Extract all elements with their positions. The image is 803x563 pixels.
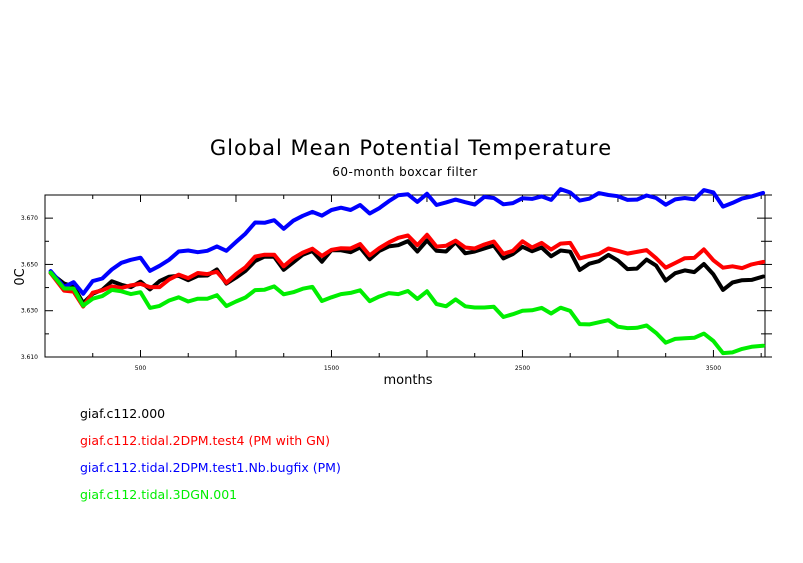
- chart-subtitle: 60-month boxcar filter: [332, 165, 477, 179]
- series-line-0: [48, 238, 766, 306]
- x-tick-label: 3500: [706, 365, 721, 372]
- legend-entry: giaf.c112.tidal.2DPM.test1.Nb.bugfix (PM…: [80, 460, 341, 475]
- series-line-1: [48, 232, 766, 309]
- x-axis-label: months: [384, 373, 433, 388]
- chart-title: Global Mean Potential Temperature: [210, 136, 612, 160]
- x-tick-label: 2500: [515, 365, 530, 372]
- y-tick-label: 3.610: [21, 354, 38, 361]
- legend-entry: giaf.c112.000: [80, 406, 166, 421]
- y-tick-label: 3.670: [21, 215, 38, 222]
- legend: giaf.c112.000 giaf.c112.tidal.2DPM.test4 …: [80, 400, 341, 508]
- legend-entry: giaf.c112.tidal.3DGN.001: [80, 487, 238, 502]
- y-axis-label: 0C: [13, 268, 28, 285]
- series-line-3: [48, 270, 766, 356]
- x-tick-label: 500: [135, 365, 147, 372]
- y-tick-label: 3.650: [21, 261, 38, 268]
- series-layer: [48, 187, 766, 356]
- legend-entry: giaf.c112.tidal.2DPM.test4 (PM with GN): [80, 433, 331, 448]
- y-tick-label: 3.630: [21, 308, 38, 315]
- series-line-2: [48, 187, 766, 296]
- x-tick-label: 1500: [324, 365, 339, 372]
